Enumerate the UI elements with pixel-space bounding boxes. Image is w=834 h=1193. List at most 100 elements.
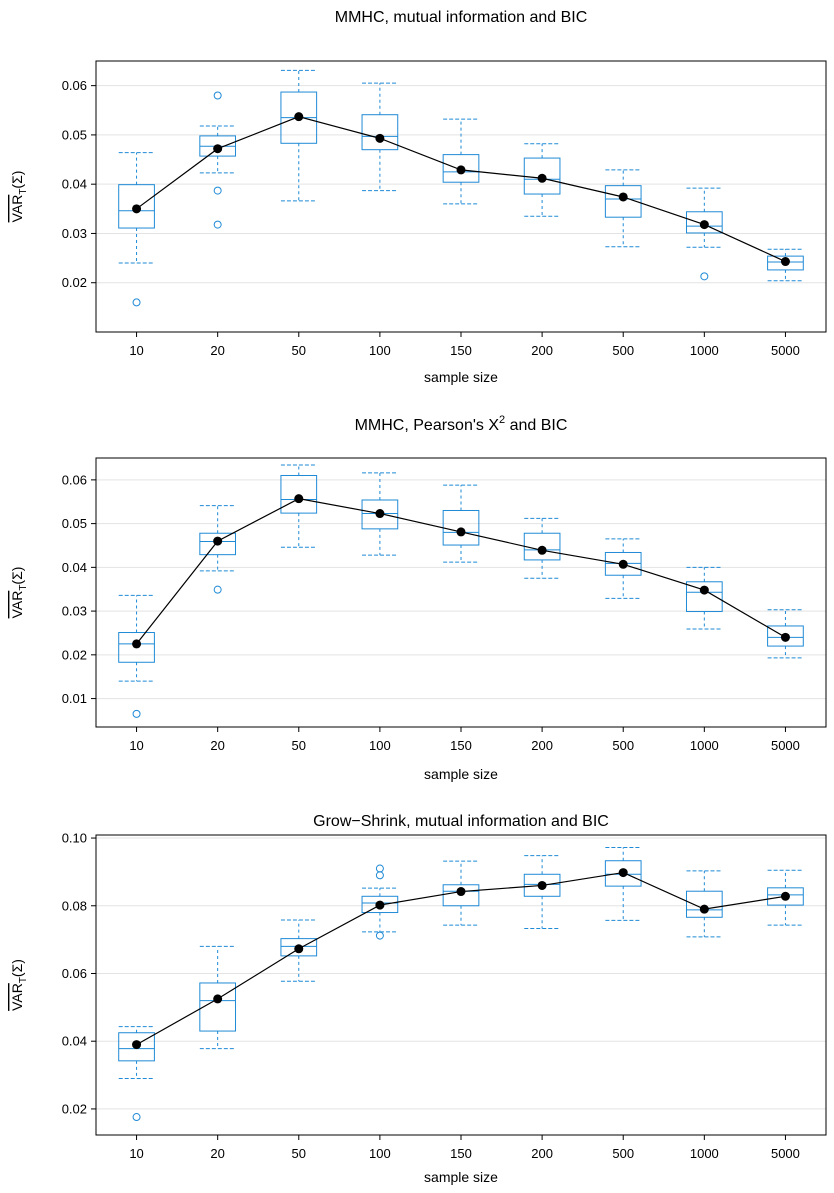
y-tick-label: 0.05 — [62, 127, 87, 142]
outlier-point — [132, 709, 141, 718]
mean-point — [456, 165, 466, 175]
outlier-point — [132, 298, 141, 307]
mean-point — [132, 204, 142, 214]
box-iqr — [604, 860, 642, 887]
plot-frame — [95, 60, 827, 333]
x-tick-label: 150 — [450, 343, 472, 358]
y-tick-label: 0.04 — [62, 177, 87, 192]
box-iqr — [361, 499, 399, 530]
mean-point — [780, 891, 790, 901]
panel-1: MMHC, mutual information and BIC 0.02 0.03… — [9, 9, 827, 385]
box-iqr — [118, 1032, 155, 1062]
plot-frame — [95, 457, 827, 728]
mean-point — [618, 868, 628, 878]
mean-point — [213, 994, 223, 1004]
box-iqr — [199, 982, 237, 1032]
panel-3: Grow−Shrink, mutual information and BIC 0… — [9, 813, 827, 1185]
box-1000 — [685, 187, 723, 281]
y-axis-label: VART(Σ) — [9, 959, 29, 1011]
mean-point — [618, 192, 628, 202]
outlier-point — [213, 91, 222, 100]
box-150 — [442, 118, 480, 205]
y-tick-label: 0.05 — [62, 516, 87, 531]
mean-line — [136, 498, 786, 645]
mean-point — [294, 112, 304, 122]
y-tick-label: 0.06 — [62, 966, 87, 981]
x-tick-label: 1000 — [690, 1146, 719, 1161]
y-tick-label: 0.02 — [62, 1101, 87, 1116]
mean-point — [537, 173, 547, 183]
box-100 — [361, 864, 399, 940]
y-tick-label: 0.04 — [62, 1034, 87, 1049]
x-tick-label: 200 — [531, 738, 553, 753]
box-iqr — [523, 873, 561, 897]
x-tick-label: 100 — [369, 343, 391, 358]
x-tick-label: 150 — [450, 738, 472, 753]
x-tick-label: 10 — [129, 738, 143, 753]
y-tick-label: 0.03 — [62, 226, 87, 241]
x-tick-label: 200 — [531, 1146, 553, 1161]
panel-title: MMHC, mutual information and BIC — [335, 9, 588, 26]
box-iqr — [442, 884, 480, 907]
x-tick-label: 10 — [129, 1146, 143, 1161]
x-tick-label: 1000 — [690, 738, 719, 753]
y-tick-label: 0.02 — [62, 275, 87, 290]
box-iqr — [767, 255, 804, 271]
box-1000 — [685, 566, 723, 630]
x-tick-label: 5000 — [771, 738, 800, 753]
y-axis-label: VART(Σ) — [9, 567, 29, 619]
box-iqr — [685, 581, 723, 613]
x-tick-label: 20 — [210, 738, 224, 753]
x-tick-label: 50 — [292, 738, 306, 753]
y-tick-label: 0.06 — [62, 78, 87, 93]
outlier-point — [700, 272, 709, 281]
box-iqr — [604, 185, 642, 218]
x-tick-label: 500 — [612, 1146, 634, 1161]
x-tick-label: 5000 — [771, 343, 800, 358]
x-tick-label: 20 — [210, 1146, 224, 1161]
outlier-point — [213, 186, 222, 195]
y-tick-label: 0.02 — [62, 647, 87, 662]
mean-point — [699, 220, 709, 230]
box-iqr — [767, 887, 804, 906]
plot-frame — [95, 834, 827, 1136]
mean-point — [375, 509, 385, 519]
x-axis-label: sample size — [424, 766, 498, 782]
outlier-point — [375, 864, 384, 873]
x-tick-label: 1000 — [690, 343, 719, 358]
box-200 — [523, 855, 561, 929]
mean-point — [618, 559, 628, 569]
box-20 — [199, 945, 237, 1050]
x-tick-label: 5000 — [771, 1146, 800, 1161]
mean-point — [132, 1040, 142, 1050]
x-tick-label: 50 — [292, 1146, 306, 1161]
panel-2: MMHC, Pearson's X2 and BIC 0.01 0.02 0.03 0.… — [9, 414, 827, 782]
x-tick-label: 20 — [210, 343, 224, 358]
mean-line — [136, 871, 786, 1046]
x-tick-label: 50 — [292, 343, 306, 358]
mean-point — [780, 632, 790, 642]
mean-point — [699, 904, 709, 914]
y-tick-label: 0.04 — [62, 560, 87, 575]
outlier-point — [375, 931, 384, 940]
outlier-point — [213, 220, 222, 229]
mean-point — [456, 887, 466, 897]
y-tick-label: 0.08 — [62, 898, 87, 913]
y-tick-label: 0.01 — [62, 691, 87, 706]
mean-point — [699, 585, 709, 595]
box-500 — [604, 847, 642, 921]
mean-point — [132, 639, 142, 649]
outlier-point — [213, 585, 222, 594]
box-iqr — [280, 474, 318, 514]
mean-point — [780, 257, 790, 267]
box-iqr — [767, 625, 804, 647]
x-tick-label: 10 — [129, 343, 143, 358]
y-tick-label: 0.06 — [62, 472, 87, 487]
box-50 — [280, 464, 318, 548]
mean-point — [213, 144, 223, 154]
x-tick-label: 150 — [450, 1146, 472, 1161]
box-iqr — [118, 632, 155, 663]
box-20 — [199, 91, 237, 229]
outlier-point — [375, 871, 384, 880]
